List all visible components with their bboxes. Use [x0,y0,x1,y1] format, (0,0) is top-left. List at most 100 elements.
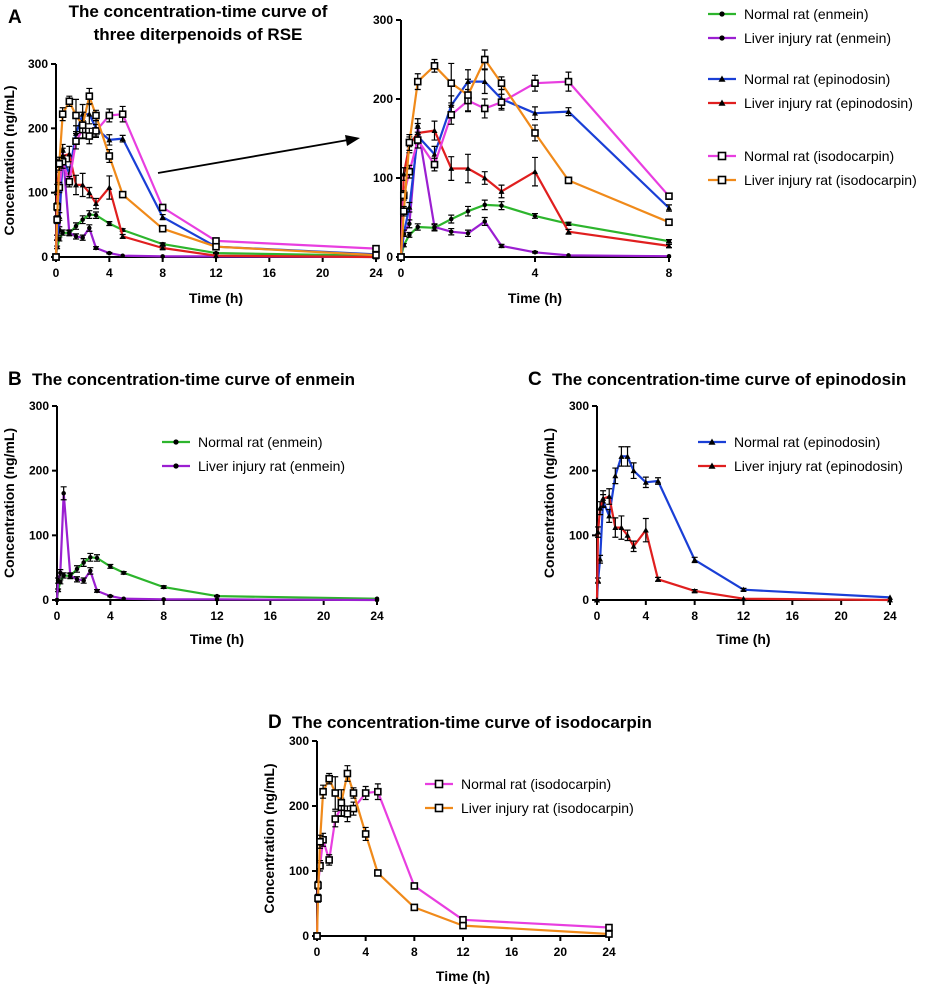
x-tick-label-a-6: 24 [369,266,383,280]
data-point-a-ne-11 [160,241,165,247]
chart-panel-a-inset: 0 100 200 300 0 4 8 Time (h) [373,13,673,306]
data-point-a-inset-le-8 [499,243,504,249]
legend-marker-b-ne [173,439,179,445]
series-line-b-le [55,492,378,602]
legend-label-b-le: Liver injury rat (enmein) [198,458,345,474]
legend-label-a-le: Liver injury rat (enmein) [744,30,891,46]
series-line-a-inset-ne [399,203,670,258]
x-tick-label-a-3: 12 [209,266,223,280]
data-point-a-li-2 [55,159,64,168]
data-point-a-inset-ni-4 [430,160,439,169]
data-point-d-li-1 [314,894,322,903]
data-point-c-lp-6 [618,524,625,530]
x-tick-label-a-inset-0: 0 [398,266,405,280]
data-point-d-li-8 [349,789,358,797]
data-point-a-li-12 [212,242,220,251]
data-point-a-np-7 [86,111,93,117]
legend-marker-d-ni [434,779,444,789]
data-point-b-ne-10 [121,570,126,576]
data-point-d-li-5 [331,789,340,797]
data-point-a-inset-li-4 [430,62,439,70]
data-point-c-lp-1 [595,529,602,535]
legend-label-a-li: Liver injury rat (isodocarpin) [744,172,917,188]
data-point-a-li-0 [52,253,60,261]
data-point-d-li-4 [325,774,333,783]
legend-item-d-li: Liver injury rat (isodocarpin) [425,800,634,816]
legend-label-a-lp: Liver injury rat (epinodosin) [744,95,913,111]
series-c-lp [594,488,893,603]
data-point-d-li-12 [459,921,467,930]
data-point-a-li-11 [158,224,167,233]
x-tick-label-c-4: 16 [786,609,800,623]
legend-label-c-lp: Liver injury rat (epinodosin) [734,458,903,474]
data-point-a-inset-li-3 [413,77,422,86]
data-point-b-ne-6 [81,560,86,565]
x-tick-label-c-0: 0 [594,609,601,623]
y-tick-label-c-0: 0 [582,593,589,607]
data-point-b-le-8 [94,588,100,594]
y-tick-label-c-2: 200 [569,464,589,478]
data-point-a-inset-ne-11 [666,238,672,244]
legend-marker-a-ni [717,151,727,161]
data-point-a-inset-ni-10 [564,77,573,86]
y-axis-title-c: Concentration (ng/mL) [541,428,557,578]
x-tick-label-d-0: 0 [314,945,321,959]
x-axis-title-d: Time (h) [436,968,490,984]
data-point-a-ne-8 [93,212,99,218]
data-point-b-le-5 [74,577,80,582]
panel-c-title: The concentration-time curve of epinodos… [552,370,906,389]
x-tick-label-b-5: 20 [317,609,331,623]
data-point-d-li-11 [410,903,419,912]
series-a-ni [52,105,380,261]
data-point-a-inset-ni-5 [447,111,456,119]
data-point-a-inset-lp-10 [565,228,572,235]
chart-panel-b: 0 100 200 300 0 4 8 12 16 20 24 Time (h) Concentrati… [1,399,384,647]
data-point-a-inset-np-2 [406,204,413,210]
data-point-a-ni-9 [105,111,114,120]
y-tick-label-a-inset-3: 300 [373,13,393,27]
data-point-c-np-10 [655,478,662,484]
data-point-a-li-7 [85,92,94,100]
axes-d [316,741,611,937]
data-point-c-np-7 [624,453,631,459]
data-point-d-ni-7 [343,809,352,818]
series-b-le [54,486,380,603]
data-point-a-inset-le-9 [532,250,538,255]
data-point-a-np-11 [159,214,166,220]
data-point-a-inset-ne-10 [566,221,571,227]
series-line-a-li [54,95,377,258]
chart-panel-d: 0 100 200 300 0 4 8 12 16 20 24 Time (h) Concentrati… [261,734,616,984]
data-point-a-li-3 [58,110,67,118]
data-point-d-ni-8 [349,804,358,813]
data-point-a-inset-li-11 [665,218,673,227]
legend-panel-c: Normal rat (epinodosin) Liver injury rat … [698,434,903,474]
data-point-a-li-10 [118,190,127,199]
data-point-d-li-13 [605,930,613,938]
data-point-a-inset-le-6 [465,231,471,236]
legend-item-a-np: Normal rat (epinodosin) [708,71,890,87]
data-point-b-ne-8 [94,555,100,561]
y-tick-label-a-inset-0: 0 [386,250,393,264]
data-point-d-li-10 [374,869,382,877]
legend-item-a-ni: Normal rat (isodocarpin) [708,148,894,164]
data-point-a-li-1 [53,215,61,224]
x-tick-label-c-5: 20 [834,609,848,623]
panel-letter-b: B [8,369,22,390]
x-tick-label-d-4: 16 [505,945,519,959]
x-tick-label-b-6: 24 [370,609,384,623]
data-point-b-le-9 [108,593,113,599]
data-point-b-le-11 [161,597,166,602]
data-point-a-ne-6 [80,217,85,222]
legend-item-c-np: Normal rat (epinodosin) [698,434,880,450]
data-point-a-inset-ni-8 [497,98,506,106]
data-point-a-ni-4 [65,177,74,186]
legend-label-d-ni: Normal rat (isodocarpin) [461,776,611,792]
data-point-b-le-10 [121,596,126,601]
series-d-li [313,765,613,940]
chart-panel-a: 0 100 200 300 0 4 8 12 16 20 24 Time (h) Concentrati… [1,57,383,306]
data-point-b-le-12 [214,597,220,602]
data-point-a-inset-lp-5 [448,165,455,171]
data-point-b-le-4 [68,573,73,578]
y-tick-label-a-3: 300 [28,57,48,71]
legend-marker-b-le [173,463,179,469]
